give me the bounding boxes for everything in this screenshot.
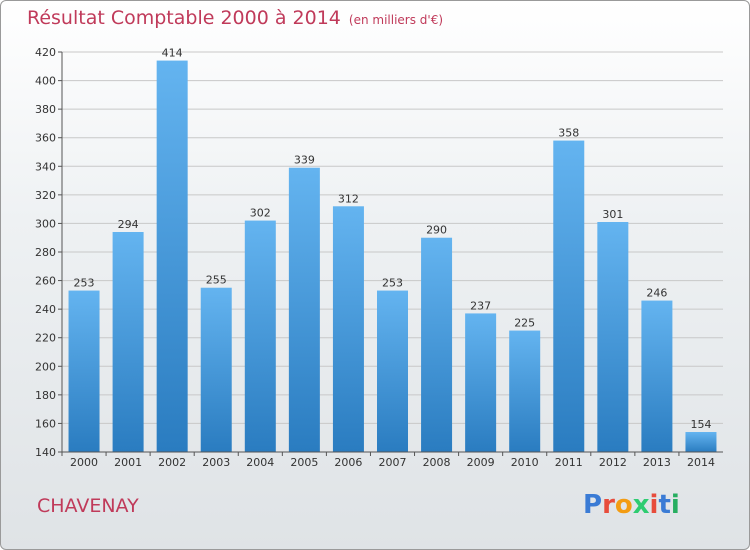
y-tick-label: 240 xyxy=(35,303,56,316)
x-tick-label: 2008 xyxy=(423,456,451,469)
bar-2009 xyxy=(465,313,497,452)
bar-2013 xyxy=(641,300,673,452)
logo-letter: i xyxy=(670,490,680,520)
bar-value-label: 246 xyxy=(646,287,667,300)
bar-value-label: 290 xyxy=(426,224,447,237)
bar-value-label: 225 xyxy=(514,317,535,330)
bar-value-label: 339 xyxy=(294,154,315,167)
chart-title: Résultat Comptable 2000 à 2014 (en millie… xyxy=(27,7,443,29)
proxiti-logo: Proxiti xyxy=(583,490,680,520)
bar-2011 xyxy=(553,140,585,453)
bar-2005 xyxy=(288,167,320,452)
bar-value-label: 302 xyxy=(250,207,271,220)
bar-value-label: 253 xyxy=(74,277,95,290)
x-tick-label: 2004 xyxy=(246,456,274,469)
x-tick-label: 2010 xyxy=(511,456,539,469)
x-tick-label: 2012 xyxy=(599,456,627,469)
bar-value-label: 237 xyxy=(470,299,491,312)
logo-letter: P xyxy=(583,490,603,520)
x-tick-label: 2005 xyxy=(290,456,318,469)
bar-2003 xyxy=(200,287,232,452)
x-tick-label: 2006 xyxy=(334,456,362,469)
bar-2002 xyxy=(156,60,188,452)
logo-letter: o xyxy=(614,490,633,520)
bar-value-label: 414 xyxy=(162,47,183,60)
x-tick-label: 2002 xyxy=(158,456,186,469)
y-tick-label: 420 xyxy=(35,46,56,59)
y-tick-label: 180 xyxy=(35,389,56,402)
bar-2012 xyxy=(597,222,629,452)
logo-letter: x xyxy=(632,490,650,520)
bar-value-label: 301 xyxy=(602,208,623,221)
bar-value-label: 312 xyxy=(338,192,359,205)
chart-subtitle: (en milliers d'€) xyxy=(348,13,444,27)
bar-value-label: 358 xyxy=(558,127,579,140)
y-tick-label: 160 xyxy=(35,417,56,430)
y-tick-label: 320 xyxy=(35,189,56,202)
x-tick-label: 2009 xyxy=(467,456,495,469)
x-tick-label: 2007 xyxy=(379,456,407,469)
x-tick-label: 2003 xyxy=(202,456,230,469)
y-tick-label: 140 xyxy=(35,446,56,459)
bar-value-label: 154 xyxy=(690,418,711,431)
x-axis: 2000 2001 2002 2003 2004 2005 2006 2007 2008 2009… xyxy=(61,451,723,469)
y-tick-label: 280 xyxy=(35,246,56,259)
x-tick-label: 2011 xyxy=(555,456,583,469)
bar-2000 xyxy=(68,290,100,452)
y-tick-label: 340 xyxy=(35,160,56,173)
logo-letter: t xyxy=(658,490,671,520)
y-tick-label: 380 xyxy=(35,103,56,116)
y-tick-label: 220 xyxy=(35,332,56,345)
x-tick-label: 2001 xyxy=(114,456,142,469)
x-tick-label: 2013 xyxy=(643,456,671,469)
x-tick-label: 2014 xyxy=(687,456,715,469)
y-tick-label: 200 xyxy=(35,360,56,373)
bar-value-label: 255 xyxy=(206,274,227,287)
logo-letter: r xyxy=(602,490,615,520)
y-tick-label: 360 xyxy=(35,132,56,145)
logo-letter: i xyxy=(649,490,659,520)
chart-title-text: Résultat Comptable 2000 à 2014 xyxy=(27,7,341,29)
y-axis: 140 160 180 200 220 240 260 280 300 320 340 360 380 4… xyxy=(35,46,63,459)
x-tick-label: 2000 xyxy=(70,456,98,469)
bar-value-label: 294 xyxy=(118,218,139,231)
bar-2008 xyxy=(421,237,453,452)
bar-2010 xyxy=(509,330,541,452)
bar-2004 xyxy=(244,220,276,452)
bar-2006 xyxy=(332,206,364,452)
bar-value-label: 253 xyxy=(382,277,403,290)
y-tick-label: 300 xyxy=(35,217,56,230)
bar-2014 xyxy=(685,432,717,452)
bars: 253 294 414 255 302 339 312 253 290 237 225 358 301 2… xyxy=(68,47,717,453)
y-tick-label: 260 xyxy=(35,275,56,288)
bar-2007 xyxy=(377,290,408,452)
commune-name: CHAVENAY xyxy=(37,495,139,517)
bar-2001 xyxy=(112,232,144,452)
y-tick-label: 400 xyxy=(35,75,56,88)
